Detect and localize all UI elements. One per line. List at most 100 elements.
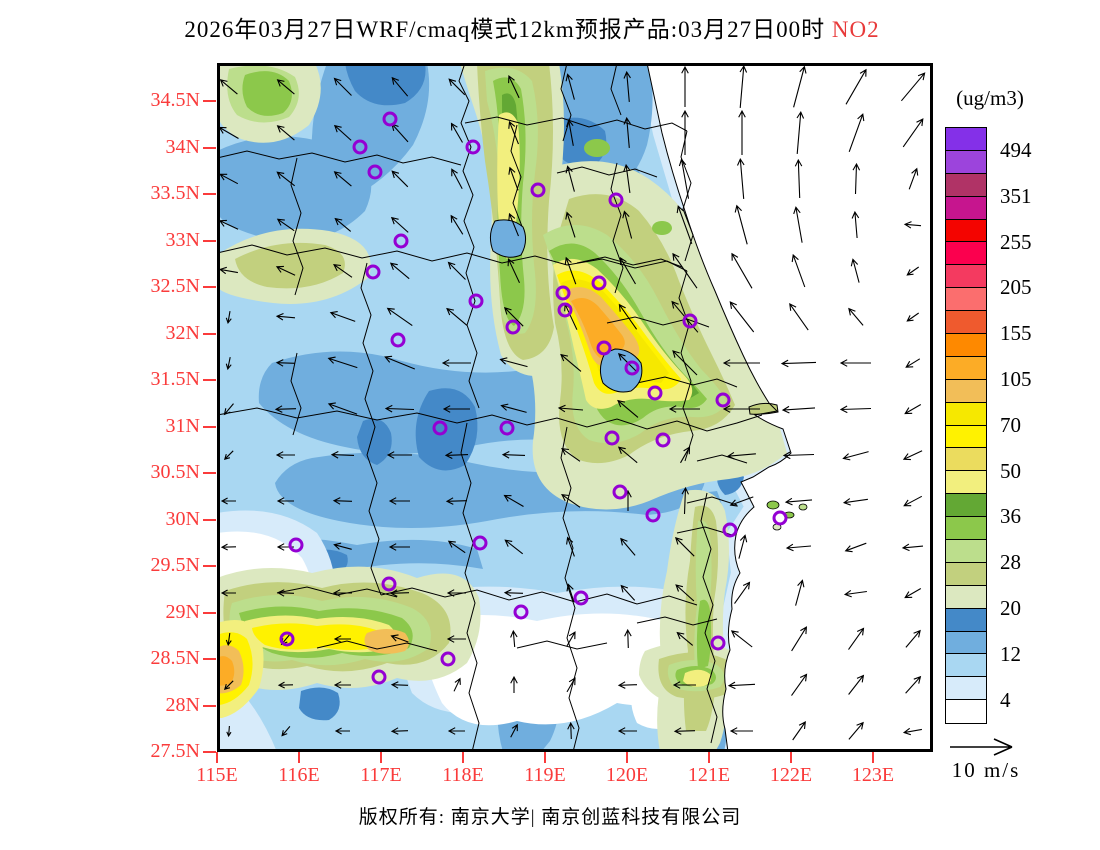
- station-marker: [382, 111, 398, 127]
- axis-tick: [872, 752, 874, 763]
- wind-vector: [619, 256, 636, 285]
- wind-vector: [500, 403, 527, 413]
- wind-vector: [510, 723, 518, 738]
- wind-vector: [672, 350, 698, 376]
- wind-vector: [908, 167, 919, 190]
- axis-tick: [203, 518, 216, 521]
- axis-tick: [203, 425, 216, 428]
- wind-vector: [219, 79, 238, 95]
- legend-value: 351: [1000, 183, 1032, 208]
- axis-tick-label: 119E: [524, 764, 566, 786]
- wind-vector: [785, 543, 812, 552]
- wind-vector: [848, 721, 864, 740]
- wind-vector: [275, 451, 295, 459]
- wind-vector: [453, 677, 461, 692]
- legend-value: 28: [1000, 550, 1021, 575]
- wind-vector: [734, 204, 748, 245]
- axis-tick: [203, 565, 216, 567]
- wind-vector: [276, 218, 295, 232]
- wind-vector: [906, 312, 920, 322]
- station-marker: [371, 669, 387, 685]
- wind-vector: [905, 629, 921, 648]
- legend-cell: [946, 677, 986, 701]
- station-marker: [604, 430, 620, 446]
- axis-tick: [203, 611, 216, 614]
- wind-vector: [780, 359, 817, 368]
- wind-vector: [793, 65, 807, 108]
- wind-vector: [672, 681, 696, 689]
- wind-vector: [391, 170, 409, 188]
- wind-vector: [681, 486, 689, 515]
- station-marker: [555, 285, 571, 301]
- axis-tick: [203, 239, 216, 242]
- axis-tick-label: 29N: [165, 600, 200, 623]
- wind-vector: [389, 262, 410, 280]
- wind-vector: [839, 359, 871, 367]
- station-marker: [655, 432, 671, 448]
- wind-vector: [508, 166, 519, 191]
- wind-vector: [905, 358, 921, 368]
- wind-vector: [275, 265, 296, 276]
- axis-tick-label: 28N: [165, 693, 200, 716]
- legend-value: 70: [1000, 412, 1021, 437]
- axis-tick-label: 32N: [165, 321, 200, 344]
- axis-tick-label: 34N: [165, 135, 200, 158]
- station-marker: [624, 360, 640, 376]
- station-marker: [530, 182, 546, 198]
- wind-vector: [906, 266, 920, 276]
- wind-vector: [384, 404, 415, 413]
- wind-vector: [624, 628, 632, 649]
- wind-vector: [905, 675, 922, 694]
- wind-vector: [842, 498, 868, 506]
- wind-vector: [795, 579, 805, 606]
- station-marker: [367, 164, 383, 180]
- wind-vector: [442, 405, 470, 413]
- legend-unit-label: (ug/m3): [956, 86, 1024, 110]
- wind-vector: [729, 301, 755, 333]
- legend-value: 205: [1000, 275, 1032, 300]
- wind-vector: [727, 681, 756, 690]
- legend-cell: [946, 219, 986, 243]
- wind-vector: [448, 78, 466, 96]
- wind-vector: [673, 727, 696, 735]
- wind-vector: [333, 635, 351, 643]
- axis-tick-label: 27.5N: [150, 740, 200, 762]
- station-marker: [390, 332, 406, 348]
- wind-vector: [446, 635, 466, 643]
- wind-vector: [848, 674, 865, 695]
- station-marker: [682, 313, 698, 329]
- axis-tick-label: 30N: [165, 507, 200, 530]
- wind-vector: [680, 446, 691, 464]
- wind-vector: [450, 122, 463, 143]
- wind-vector: [902, 450, 923, 461]
- legend-cell: [946, 334, 986, 357]
- axis-tick-label: 117E: [360, 764, 402, 786]
- wind-vector: [218, 266, 238, 275]
- wind-vector: [900, 72, 926, 102]
- wind-vector: [446, 307, 468, 326]
- contour-fills: [217, 63, 817, 752]
- wind-vector: [726, 451, 756, 460]
- wind-vector: [446, 589, 466, 597]
- wind-vector: [904, 404, 922, 415]
- wind-vector: [503, 589, 524, 597]
- wind-vector: [503, 306, 524, 327]
- axis-tick: [790, 752, 792, 763]
- axis-tick-label: 116E: [278, 764, 320, 786]
- wind-vector: [219, 173, 239, 185]
- axis-tick-label: 28.5N: [150, 647, 200, 669]
- wind-vector: [675, 584, 695, 602]
- axis-tick-label: 30.5N: [150, 461, 200, 483]
- axis-tick: [298, 752, 300, 763]
- wind-vector: [566, 583, 575, 602]
- wind-vector: [850, 258, 860, 283]
- station-marker: [381, 576, 397, 592]
- wind-vector: [791, 673, 808, 696]
- legend-cell: [946, 356, 986, 380]
- axis-tick: [380, 752, 382, 763]
- station-marker: [468, 293, 484, 309]
- wind-vector: [389, 589, 410, 597]
- wind-vector: [842, 451, 869, 461]
- wind-vector: [390, 634, 409, 643]
- wind-vector: [845, 68, 867, 105]
